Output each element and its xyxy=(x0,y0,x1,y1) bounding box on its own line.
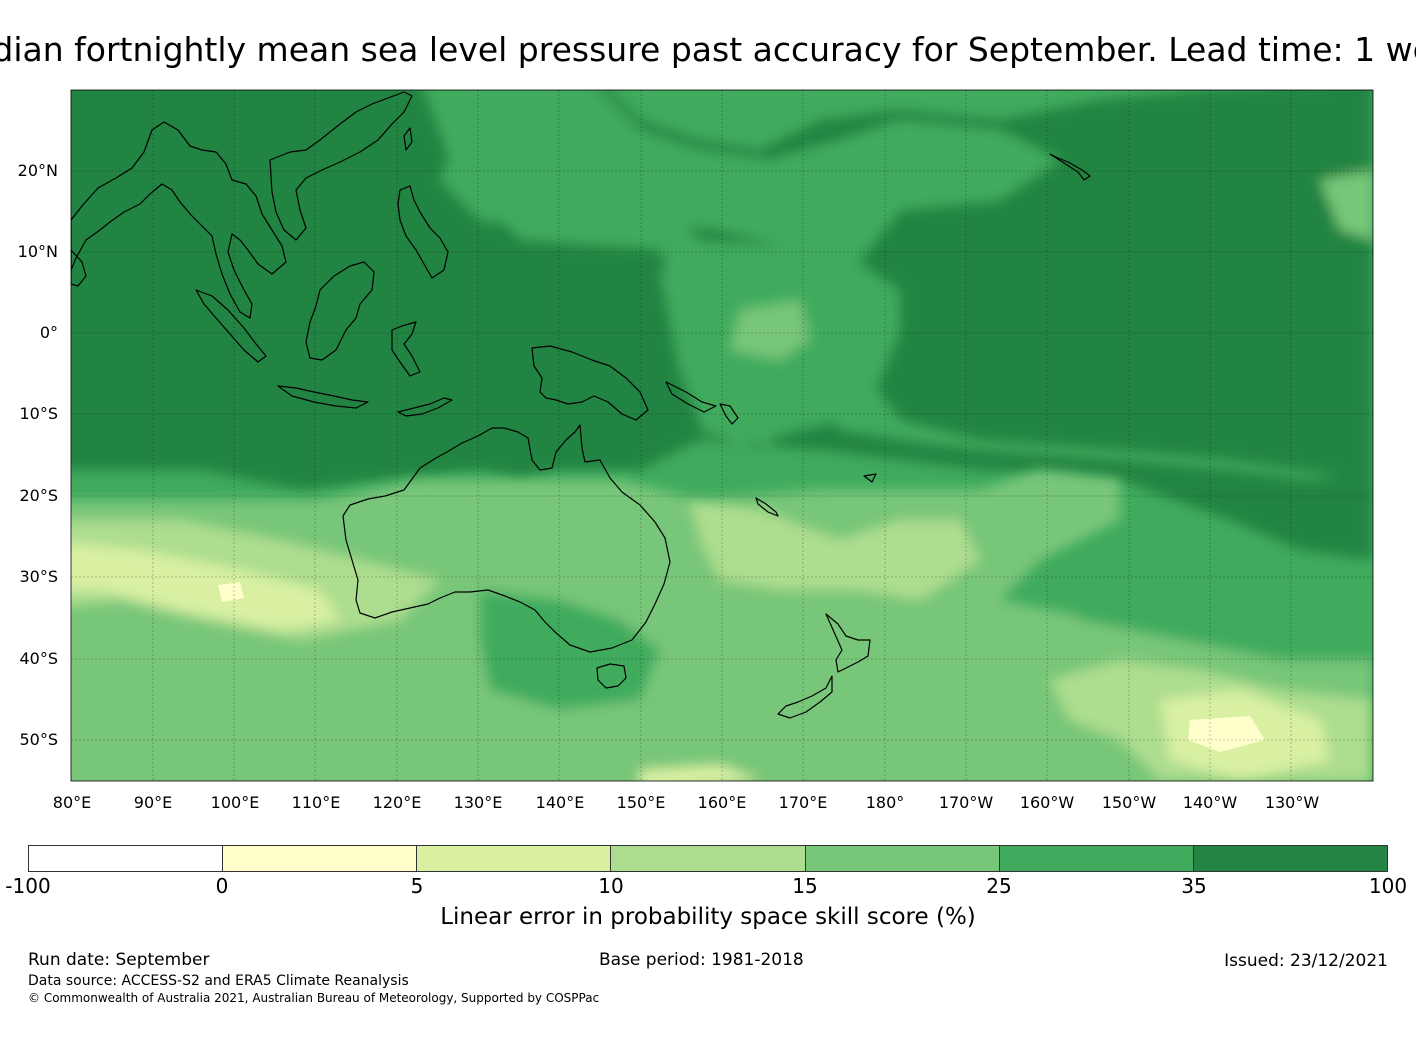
colorbar-tick: -100 xyxy=(5,874,51,898)
skill-region-high-west xyxy=(71,90,1373,560)
data-source: Data source: ACCESS-S2 and ERA5 Climate … xyxy=(28,973,409,989)
colorbar-tick: 5 xyxy=(410,874,424,898)
lat-label-10s: 10°S xyxy=(19,404,58,423)
colorbar-tick: 25 xyxy=(986,874,1012,898)
lon-label-80e: 80°E xyxy=(52,793,92,812)
graticule xyxy=(71,90,1373,781)
colorbar-swatch-6 xyxy=(1192,846,1387,871)
coast-mainland-asia xyxy=(71,121,287,319)
lat-label-20s: 20°S xyxy=(19,486,58,505)
lat-label-equator: 0° xyxy=(39,323,58,342)
coast-java xyxy=(277,385,369,409)
lon-label-120e: 120°E xyxy=(372,793,422,812)
skill-region-south-pocket xyxy=(480,590,660,710)
lat-label-20n: 20°N xyxy=(17,161,58,180)
coast-australia xyxy=(342,424,671,653)
coastlines xyxy=(71,91,1091,719)
lon-label-170w: 170°W xyxy=(938,793,994,812)
issued-date: Issued: 23/12/2021 xyxy=(1224,951,1388,971)
coast-hawaii xyxy=(1049,153,1091,181)
skill-region-s-5-10 xyxy=(640,765,760,781)
coast-philippines xyxy=(397,185,449,279)
coast-indochina-east xyxy=(269,91,413,241)
lon-label-160w: 160°W xyxy=(1019,793,1075,812)
lon-label-140e: 140°E xyxy=(535,793,585,812)
skill-region-tasman-10-15 xyxy=(690,500,980,600)
map-title: Median fortnightly mean sea level pressu… xyxy=(0,30,1416,69)
coast-taiwan xyxy=(403,127,413,151)
colorbar-swatch-2 xyxy=(416,846,611,871)
coast-borneo xyxy=(305,261,375,361)
lat-label-40s: 40°S xyxy=(19,649,58,668)
copyright: © Commonwealth of Australia 2021, Austra… xyxy=(28,991,600,1005)
coast-tasmania xyxy=(596,663,627,689)
coast-sulawesi xyxy=(391,321,421,377)
colorbar-swatch-4 xyxy=(804,846,999,871)
lon-label-150w: 150°W xyxy=(1101,793,1157,812)
lon-label-110e: 110°E xyxy=(291,793,341,812)
lon-label-180: 180° xyxy=(865,793,905,812)
skill-region-ne-moderate xyxy=(1320,170,1373,240)
lon-label-100e: 100°E xyxy=(210,793,260,812)
skill-region-0-5-east xyxy=(1188,716,1265,752)
colorbar xyxy=(28,845,1388,872)
lon-label-130e: 130°E xyxy=(453,793,503,812)
lon-label-170e: 170°E xyxy=(778,793,828,812)
coast-vanuatu xyxy=(719,403,739,425)
colorbar-swatch-5 xyxy=(998,846,1193,871)
colorbar-label: Linear error in probability space skill … xyxy=(440,904,976,930)
colorbar-swatch-0 xyxy=(29,846,223,871)
skill-region-south-15-25 xyxy=(71,470,1373,781)
skill-region-0-5-west xyxy=(218,582,244,602)
run-date: Run date: September xyxy=(28,950,210,970)
skill-region-south-5-10 xyxy=(71,543,340,630)
colorbar-tick: 15 xyxy=(792,874,818,898)
lat-label-30s: 30°S xyxy=(19,567,58,586)
coast-new-zealand-north xyxy=(825,613,871,673)
colorbar-tick: 35 xyxy=(1181,874,1207,898)
skill-region-east-pocket xyxy=(1040,580,1373,660)
lat-label-10n: 10°N xyxy=(17,242,58,261)
skill-region-north-moderate xyxy=(440,90,1060,260)
map-frame xyxy=(70,89,1374,782)
colorbar-tick: 100 xyxy=(1368,874,1408,898)
lon-label-130w: 130°W xyxy=(1264,793,1320,812)
coast-new-caledonia xyxy=(755,497,779,517)
coast-new-guinea xyxy=(531,345,649,421)
colorbar-swatch-3 xyxy=(610,846,805,871)
coast-new-zealand-south xyxy=(777,675,833,719)
base-period: Base period: 1981-2018 xyxy=(599,950,804,970)
coast-sumatra xyxy=(195,289,267,363)
colorbar-swatch-1 xyxy=(222,846,417,871)
skill-region-central-pacific-low xyxy=(730,300,810,360)
colorbar-tick: 10 xyxy=(598,874,624,898)
lon-label-90e: 90°E xyxy=(133,793,173,812)
colorbar-tick: 0 xyxy=(215,874,229,898)
lon-label-150e: 150°E xyxy=(616,793,666,812)
lon-label-160e: 160°E xyxy=(697,793,747,812)
coast-fiji xyxy=(863,473,877,483)
skill-score-map xyxy=(70,89,1374,782)
coast-timor xyxy=(397,397,453,417)
lon-label-140w: 140°W xyxy=(1182,793,1238,812)
coast-solomons xyxy=(665,381,717,413)
lat-label-50s: 50°S xyxy=(19,730,58,749)
coast-india-tip xyxy=(71,249,87,287)
